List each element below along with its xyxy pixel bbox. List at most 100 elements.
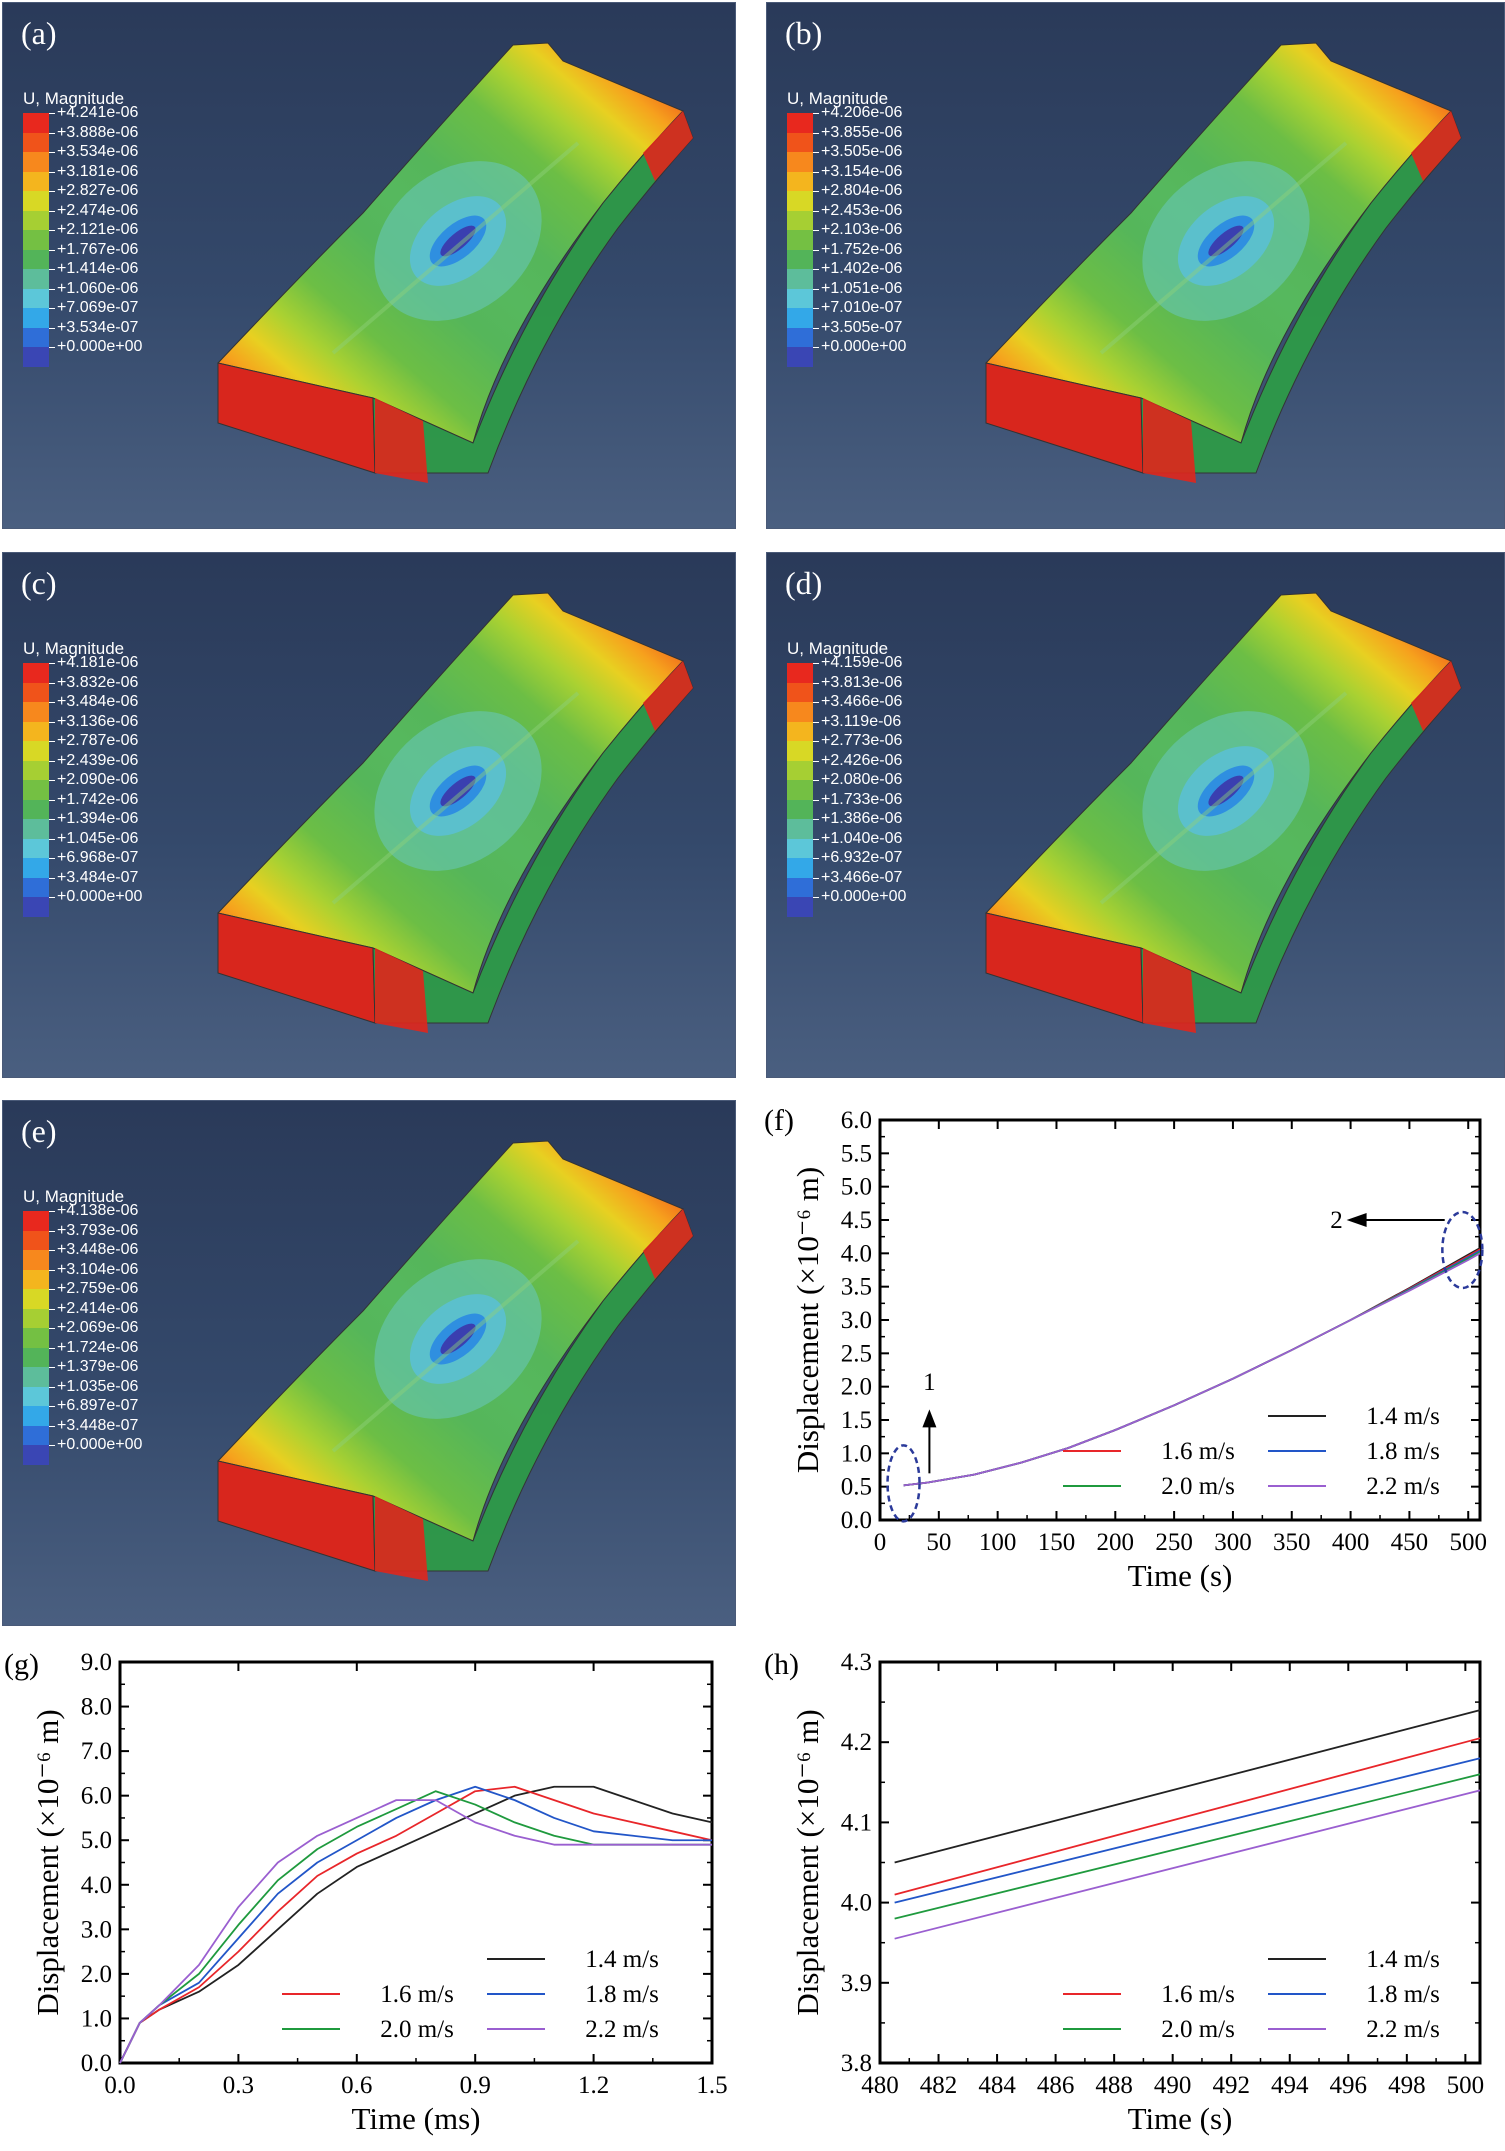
- legend-tick: [49, 1328, 55, 1329]
- line-chart-g: 0.0 0.3 0.6 0.9 1.2 1.5 0.0 1.0 2.0 3.0 4.0 5.0 6.0 7…: [4, 1648, 728, 2136]
- legend-row: +3.448e-06: [23, 1242, 142, 1270]
- legend-tick: [813, 858, 819, 859]
- legend-swatch: [787, 249, 813, 269]
- legend-value: +2.103e-06: [821, 221, 903, 238]
- legend-row: +1.035e-06: [23, 1378, 142, 1406]
- y-tick-label: 6.0: [841, 1107, 872, 1134]
- legend-label: 1.6 m/s: [1161, 1438, 1235, 1465]
- contour-legend: U, Magnitude +4.159e-06 +3.813e-06 +3.466e…: [787, 639, 906, 917]
- series-line-22: [119, 1799, 712, 2064]
- y-tick-label: 6.0: [81, 1783, 112, 1810]
- legend-swatch: [23, 230, 49, 250]
- x-tick-label: 482: [920, 2072, 958, 2099]
- legend-value: +3.136e-06: [57, 712, 139, 730]
- legend-swatch: [23, 1250, 49, 1270]
- legend-row: +1.386e-06: [787, 811, 906, 839]
- legend-value: +3.793e-06: [57, 1221, 139, 1239]
- legend-row: +1.045e-06: [23, 830, 142, 858]
- legend-tick: [49, 702, 55, 703]
- legend-tick: [813, 249, 819, 251]
- legend-value: +2.827e-06: [57, 182, 139, 199]
- chart-f: 0 50 100 150 200 250 300 350 400 450 500 0.0 0.5 1.0 1…: [760, 1100, 1505, 1630]
- legend-swatch: [787, 877, 813, 897]
- legend-swatch: [23, 308, 49, 328]
- x-tick-label: 100: [979, 1529, 1017, 1556]
- legend-row: +1.724e-06: [23, 1339, 142, 1367]
- contour-panel-b: (b) U, Magnitude +4.206e-06 +3.855e-06 +3.…: [766, 2, 1505, 529]
- series-line-16: [894, 1737, 1481, 1896]
- y-tick-label: 4.3: [841, 1649, 872, 1676]
- legend-value: +0.000e+00: [821, 888, 907, 905]
- x-tick-label: 492: [1212, 2072, 1250, 2099]
- legend-row: +2.103e-06: [787, 222, 906, 250]
- panel-label: (g): [4, 1648, 39, 1681]
- x-axis-label: Time (ms): [352, 2101, 481, 2136]
- x-axis-label: Time (s): [1128, 2101, 1233, 2136]
- legend-row: +6.932e-07: [787, 850, 906, 878]
- x-tick-label: 484: [978, 2072, 1016, 2099]
- legend-tick: [49, 1250, 55, 1251]
- legend-swatch: [23, 819, 49, 839]
- legend-value: +3.505e-06: [821, 143, 903, 160]
- legend-row: +1.040e-06: [787, 830, 906, 858]
- legend-tick: [813, 663, 819, 664]
- legend-tick: [49, 741, 55, 742]
- y-tick-label: 2.5: [841, 1340, 872, 1367]
- x-tick-label: 1.5: [696, 2072, 727, 2099]
- legend-value: +4.241e-06: [57, 104, 139, 121]
- legend-swatch: [787, 819, 813, 839]
- legend-swatch: [23, 327, 49, 347]
- legend-label: 1.4 m/s: [585, 1946, 659, 1973]
- legend-row: +0.000e+00: [787, 339, 906, 367]
- legend-value: +3.154e-06: [821, 162, 903, 180]
- legend-swatch: [23, 1347, 49, 1367]
- x-tick-label: 200: [1097, 1529, 1135, 1556]
- series-line-18: [894, 1757, 1481, 1904]
- beam-contour-plot: [217, 1140, 694, 1581]
- legend-title: U, Magnitude: [23, 1187, 125, 1206]
- legend-swatch: [787, 897, 813, 917]
- legend-swatch: [787, 191, 813, 211]
- legend-row: +2.787e-06: [23, 733, 142, 761]
- x-tick-label: 0: [874, 1529, 887, 1556]
- legend-swatch: [23, 1445, 49, 1465]
- legend-tick: [49, 799, 55, 801]
- legend-swatch: [23, 288, 49, 308]
- legend-row: +1.060e-06: [23, 280, 142, 308]
- legend-value: +1.742e-06: [57, 790, 139, 808]
- legend-swatch: [23, 1367, 49, 1387]
- legend-value: +2.804e-06: [821, 182, 903, 199]
- legend-label: 1.8 m/s: [1366, 1438, 1440, 1465]
- legend-row: +3.534e-06: [23, 144, 142, 172]
- legend-row: +6.968e-07: [23, 850, 142, 878]
- legend-swatch: [787, 663, 813, 683]
- legend-row: +3.534e-07: [23, 319, 142, 347]
- legend-tick: [49, 113, 55, 114]
- legend-row: +3.104e-06: [23, 1261, 142, 1289]
- legend-swatch: [787, 760, 813, 780]
- x-tick-label: 498: [1388, 2072, 1426, 2099]
- legend-label: 2.0 m/s: [380, 2016, 454, 2043]
- y-tick-label: 3.5: [841, 1274, 872, 1301]
- legend-swatch: [23, 780, 49, 800]
- legend-label: 2.0 m/s: [1161, 1473, 1235, 1500]
- legend-value: +1.379e-06: [57, 1358, 139, 1375]
- contour-legend: U, Magnitude +4.138e-06 +3.793e-06 +3.448e…: [23, 1187, 142, 1465]
- legend-swatch: [787, 741, 813, 761]
- legend-row: +3.505e-07: [787, 319, 906, 347]
- legend-swatch: [787, 682, 813, 702]
- legend-value: +3.505e-07: [821, 318, 903, 336]
- legend-row: +0.000e+00: [787, 889, 906, 917]
- series-line-22: [903, 1252, 1481, 1487]
- x-tick-label: 50: [926, 1529, 951, 1556]
- legend-tick: [813, 191, 819, 192]
- legend-value: +7.010e-07: [821, 299, 903, 316]
- legend-value: +1.414e-06: [57, 260, 139, 277]
- legend-swatch: [787, 838, 813, 858]
- legend-row: +1.402e-06: [787, 261, 906, 289]
- legend-swatch: [23, 877, 49, 897]
- y-tick-label: 3.9: [841, 1970, 872, 1997]
- series-line-18: [119, 1785, 712, 2064]
- legend-swatch: [23, 249, 49, 269]
- legend-tick: [813, 152, 819, 153]
